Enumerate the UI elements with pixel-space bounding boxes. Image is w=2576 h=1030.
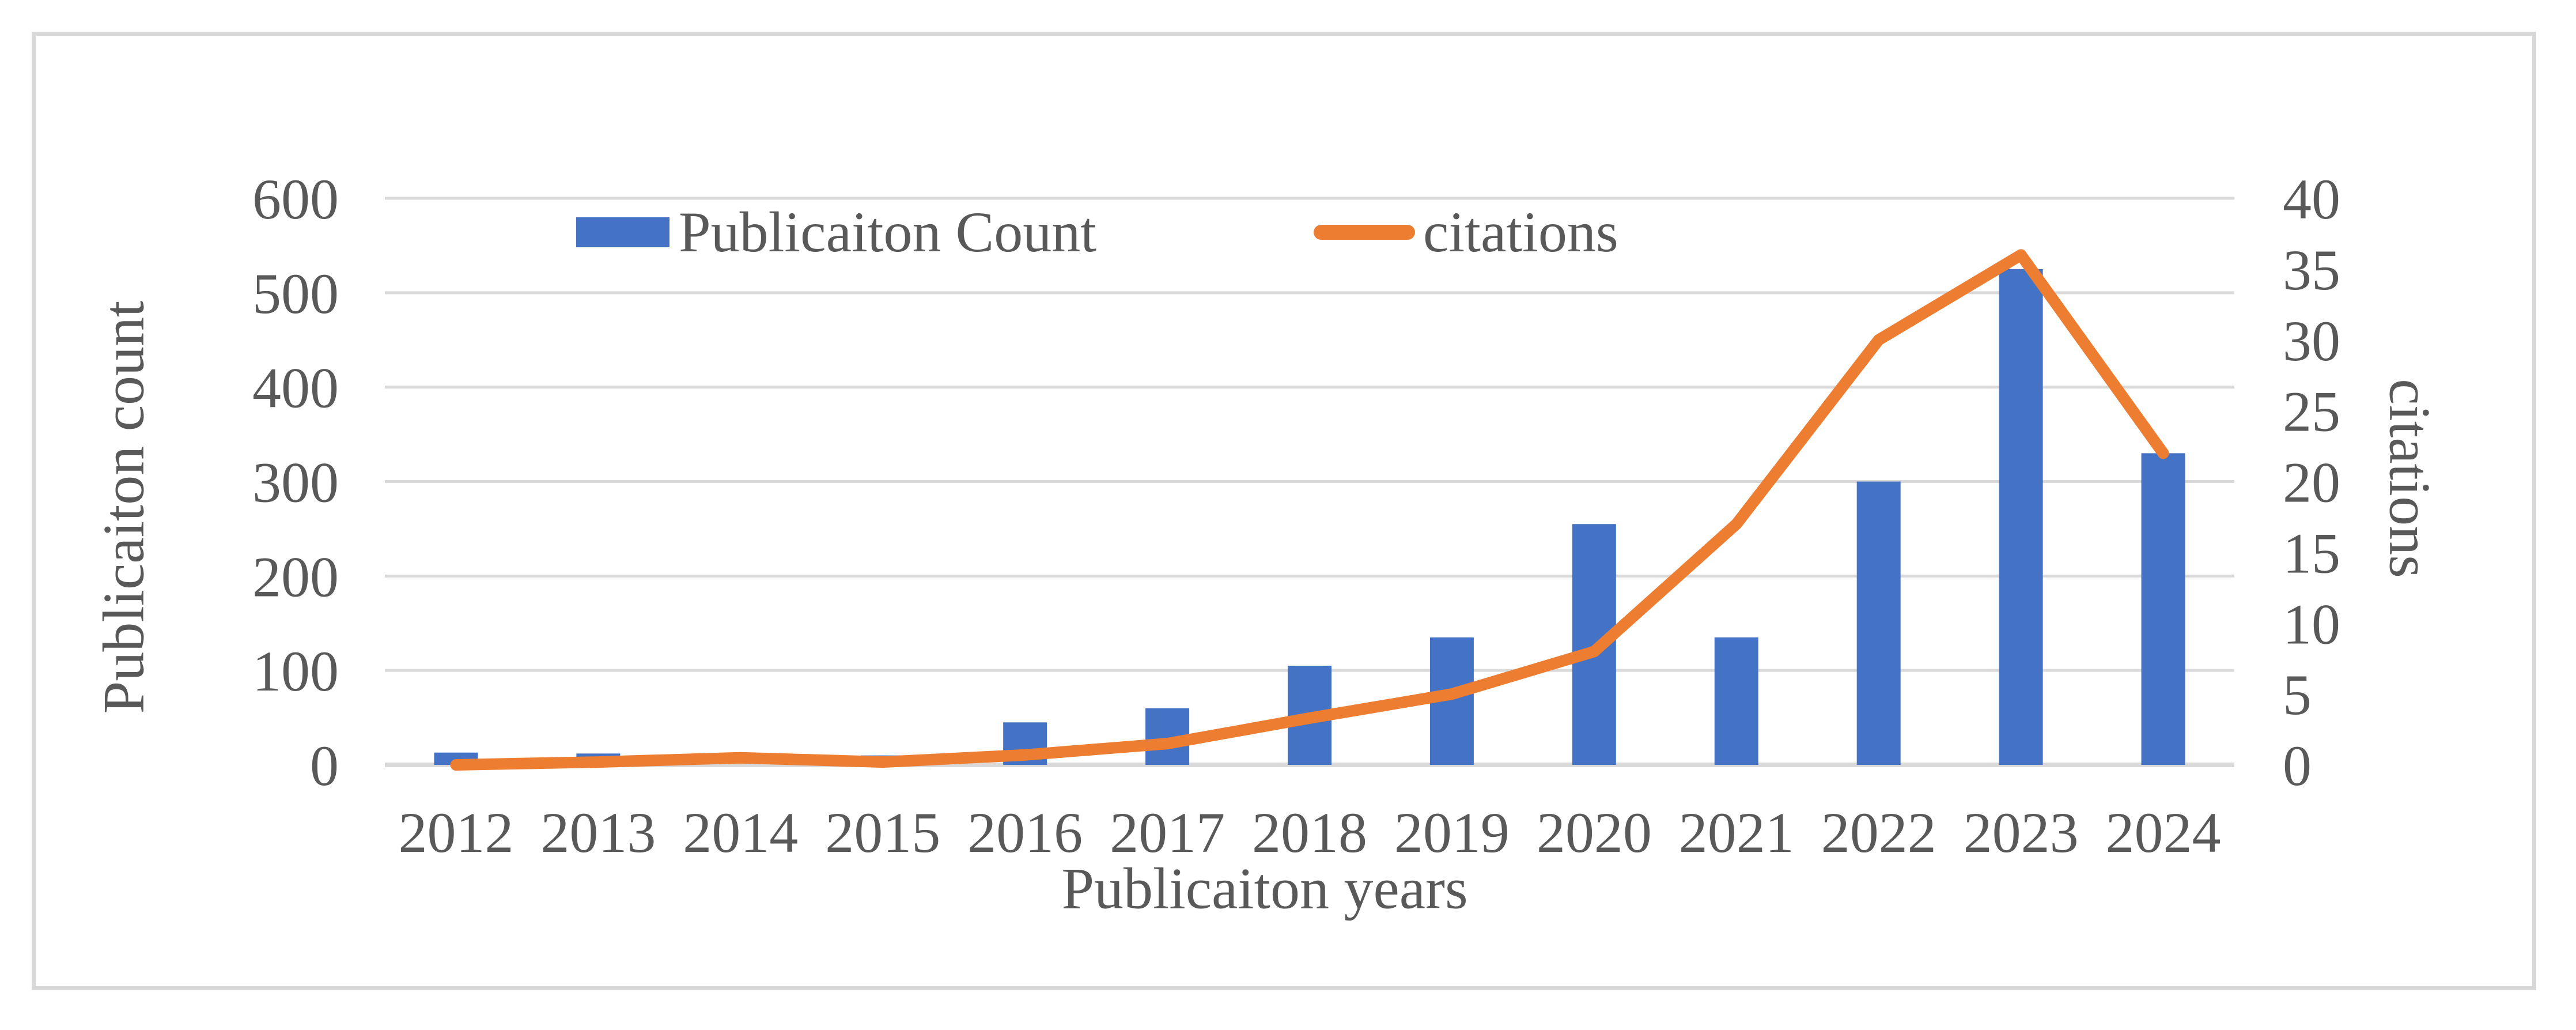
left-tick-label: 0 [310,734,339,798]
bar-2023 [1999,269,2043,765]
left-tick-label: 500 [252,262,339,326]
x-tick-label-2021: 2021 [1679,801,1794,865]
x-tick-label-2019: 2019 [1394,801,1510,865]
left-tick-label: 300 [252,451,339,515]
y-axis-left-tick-labels: 0 100 200 300 400 500 600 [252,167,339,798]
left-tick-label: 400 [252,356,339,420]
bar-2021 [1714,637,1758,765]
right-tick-label: 25 [2283,380,2340,444]
right-tick-label: 10 [2283,592,2340,656]
left-axis-title: Publicaiton count [91,300,157,714]
left-tick-label: 200 [252,545,339,609]
line-series-swatch-icon [1314,225,1415,240]
right-tick-label: 15 [2283,521,2340,585]
x-tick-label-2018: 2018 [1252,801,1367,865]
bottom-axis-title: Publicaiton years [1061,856,1468,922]
figure-border [32,32,2536,990]
right-tick-label: 30 [2283,309,2340,373]
x-tick-label-2014: 2014 [683,801,798,865]
left-tick-label: 600 [252,167,339,231]
legend-label-publication-count: Publicaiton Count [679,200,1096,264]
x-tick-label-2022: 2022 [1821,801,1936,865]
x-axis-tick-labels: 2012 2013 2014 2015 2016 2017 2018 2019 2020 2021… [398,801,2221,865]
left-tick-label: 100 [252,639,339,703]
bar-2022 [1856,481,1901,765]
bar-series-swatch-icon [576,217,669,247]
x-tick-label-2013: 2013 [540,801,656,865]
right-tick-label: 20 [2283,451,2340,515]
line-series [450,249,2169,771]
x-tick-label-2020: 2020 [1537,801,1652,865]
x-tick-label-2016: 2016 [967,801,1083,865]
legend-item-publication-count: Publicaiton Count [576,201,1096,264]
right-tick-label: 5 [2283,663,2312,727]
citations-polyline [450,249,2169,771]
right-tick-label: 35 [2283,238,2340,302]
right-tick-label: 40 [2283,167,2340,231]
right-axis-title: citations [2377,379,2442,578]
bar-series [434,269,2185,765]
legend-label-citations: citations [1423,200,1618,264]
x-tick-label-2012: 2012 [398,801,513,865]
legend-item-citations: citations [1314,201,1618,264]
x-tick-label-2015: 2015 [825,801,940,865]
x-tick-label-2023: 2023 [1964,801,2079,865]
right-tick-label: 0 [2283,734,2312,798]
x-tick-label-2024: 2024 [2106,801,2221,865]
bar-2024 [2141,453,2185,765]
x-tick-label-2017: 2017 [1110,801,1225,865]
